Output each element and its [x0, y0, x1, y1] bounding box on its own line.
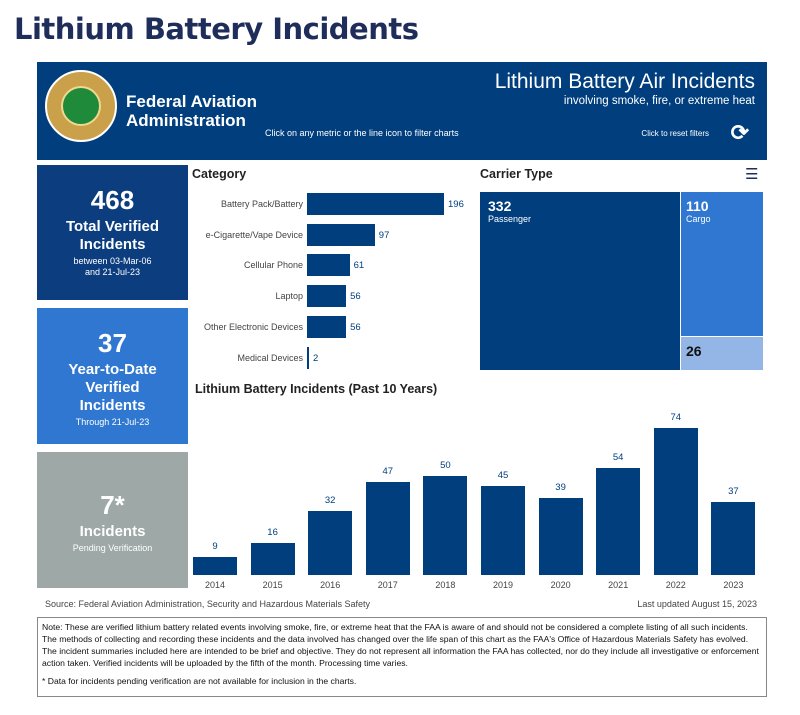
category-value: 56 — [350, 321, 361, 333]
category-bar[interactable] — [307, 346, 309, 369]
category-title: Category — [192, 167, 247, 181]
category-value: 2 — [313, 352, 319, 364]
year-label: 2017 — [377, 580, 398, 590]
category-value: 196 — [448, 199, 464, 210]
year-value: 39 — [555, 481, 566, 493]
yearly-chart-title: Lithium Battery Incidents (Past 10 Years… — [195, 382, 438, 396]
footnote-text: * Data for incidents pending verificatio… — [42, 676, 357, 686]
faa-seal-logo — [45, 70, 117, 142]
ytd-verified-card[interactable]: 37 Year-to-Date Verified Incidents Throu… — [37, 308, 188, 444]
year-bar[interactable] — [250, 543, 295, 575]
year-bar[interactable] — [423, 475, 468, 575]
card-label: Incidents — [79, 523, 146, 540]
category-value: 97 — [378, 229, 390, 241]
card-number: 37 — [98, 328, 127, 358]
category-bar[interactable] — [307, 254, 350, 277]
dashboard-header: Federal Aviation Administration Click on … — [37, 62, 767, 160]
category-bar[interactable] — [307, 193, 444, 215]
category-label: Other Electronic Devices — [203, 321, 303, 332]
agency-line-2: Administration — [126, 111, 246, 130]
year-value: 16 — [267, 527, 278, 539]
carrier-type-title: Carrier Type — [480, 167, 553, 181]
year-label: 2016 — [320, 580, 341, 590]
category-bar[interactable] — [307, 315, 347, 338]
year-value: 50 — [440, 459, 451, 471]
reset-filters-label[interactable]: Click to reset filters — [641, 129, 709, 138]
treemap-value: 26 — [686, 343, 702, 359]
year-bar[interactable] — [653, 428, 698, 575]
category-label: Laptop — [275, 291, 303, 302]
agency-line-1: Federal Aviation — [126, 92, 257, 111]
year-label: 2022 — [665, 580, 686, 590]
year-bar[interactable] — [538, 497, 583, 575]
year-value: 37 — [728, 485, 739, 497]
treemap-value: 110 — [686, 198, 709, 214]
page-title: Lithium Battery Incidents — [14, 12, 419, 46]
year-label: 2021 — [608, 580, 629, 590]
treemap-other[interactable]: 26 — [681, 337, 763, 370]
year-label: 2014 — [204, 580, 226, 590]
card-number: 7* — [100, 490, 125, 520]
year-label: 2015 — [262, 580, 283, 590]
dashboard-subtitle: involving smoke, fire, or extreme heat — [563, 95, 755, 107]
category-value: 56 — [350, 291, 361, 303]
category-value: 61 — [353, 260, 365, 272]
source-text: Source: Federal Aviation Administration,… — [45, 599, 370, 609]
year-label: 2019 — [492, 580, 514, 590]
card-number: 468 — [90, 185, 135, 215]
treemap-label: Cargo — [686, 214, 711, 224]
year-bar[interactable] — [193, 557, 237, 575]
treemap-label: Passenger — [488, 214, 532, 224]
year-value: 32 — [324, 495, 336, 507]
year-value: 74 — [670, 412, 682, 423]
card-label: Year-to-Date Verified Incidents — [68, 361, 157, 414]
dashboard-title: Lithium Battery Air Incidents — [494, 70, 755, 93]
treemap-value: 332 — [488, 198, 512, 214]
year-bar[interactable] — [365, 481, 410, 575]
year-bar[interactable] — [308, 511, 353, 575]
last-updated: Last updated August 15, 2023 — [637, 599, 757, 609]
category-bar[interactable] — [307, 223, 375, 246]
category-bar[interactable] — [307, 285, 347, 308]
category-label: Medical Devices — [237, 352, 303, 363]
filter-hint: Click on any metric or the line icon to … — [265, 128, 459, 138]
refresh-icon[interactable]: ⟳ — [730, 120, 749, 145]
year-value: 45 — [497, 469, 509, 481]
card-detail: between 03-Mar-06 and 21-Jul-23 — [73, 256, 152, 277]
pending-card[interactable]: 7* Incidents Pending Verification — [37, 452, 188, 588]
treemap-cargo[interactable]: 110 Cargo — [681, 192, 763, 336]
year-value: 54 — [612, 451, 624, 463]
card-detail: Pending Verification — [72, 543, 153, 553]
card-label: Total Verified Incidents — [65, 218, 160, 253]
year-bar[interactable] — [481, 485, 525, 575]
year-bar[interactable] — [711, 501, 756, 575]
category-label: e-Cigarette/Vape Device — [205, 229, 303, 240]
year-label: 2023 — [723, 580, 744, 590]
note-box: Note: These are verified lithium battery… — [37, 617, 767, 697]
note-text: Note: These are verified lithium battery… — [42, 622, 759, 668]
year-label: 2018 — [435, 580, 456, 590]
year-value: 9 — [212, 541, 218, 553]
year-value: 47 — [382, 465, 394, 477]
agency-name: Federal Aviation Administration — [126, 92, 257, 130]
year-label: 2020 — [550, 580, 571, 590]
category-label: Battery Pack/Battery — [220, 199, 303, 209]
treemap-passenger[interactable]: 332 Passenger — [480, 192, 680, 370]
year-bar[interactable] — [596, 467, 641, 575]
card-detail: Through 21-Jul-23 — [75, 417, 150, 427]
filter-sliders-icon[interactable]: ☰ — [745, 166, 759, 183]
category-label: Cellular Phone — [243, 260, 303, 271]
total-verified-card[interactable]: 468 Total Verified Incidents between 03-… — [37, 165, 188, 300]
